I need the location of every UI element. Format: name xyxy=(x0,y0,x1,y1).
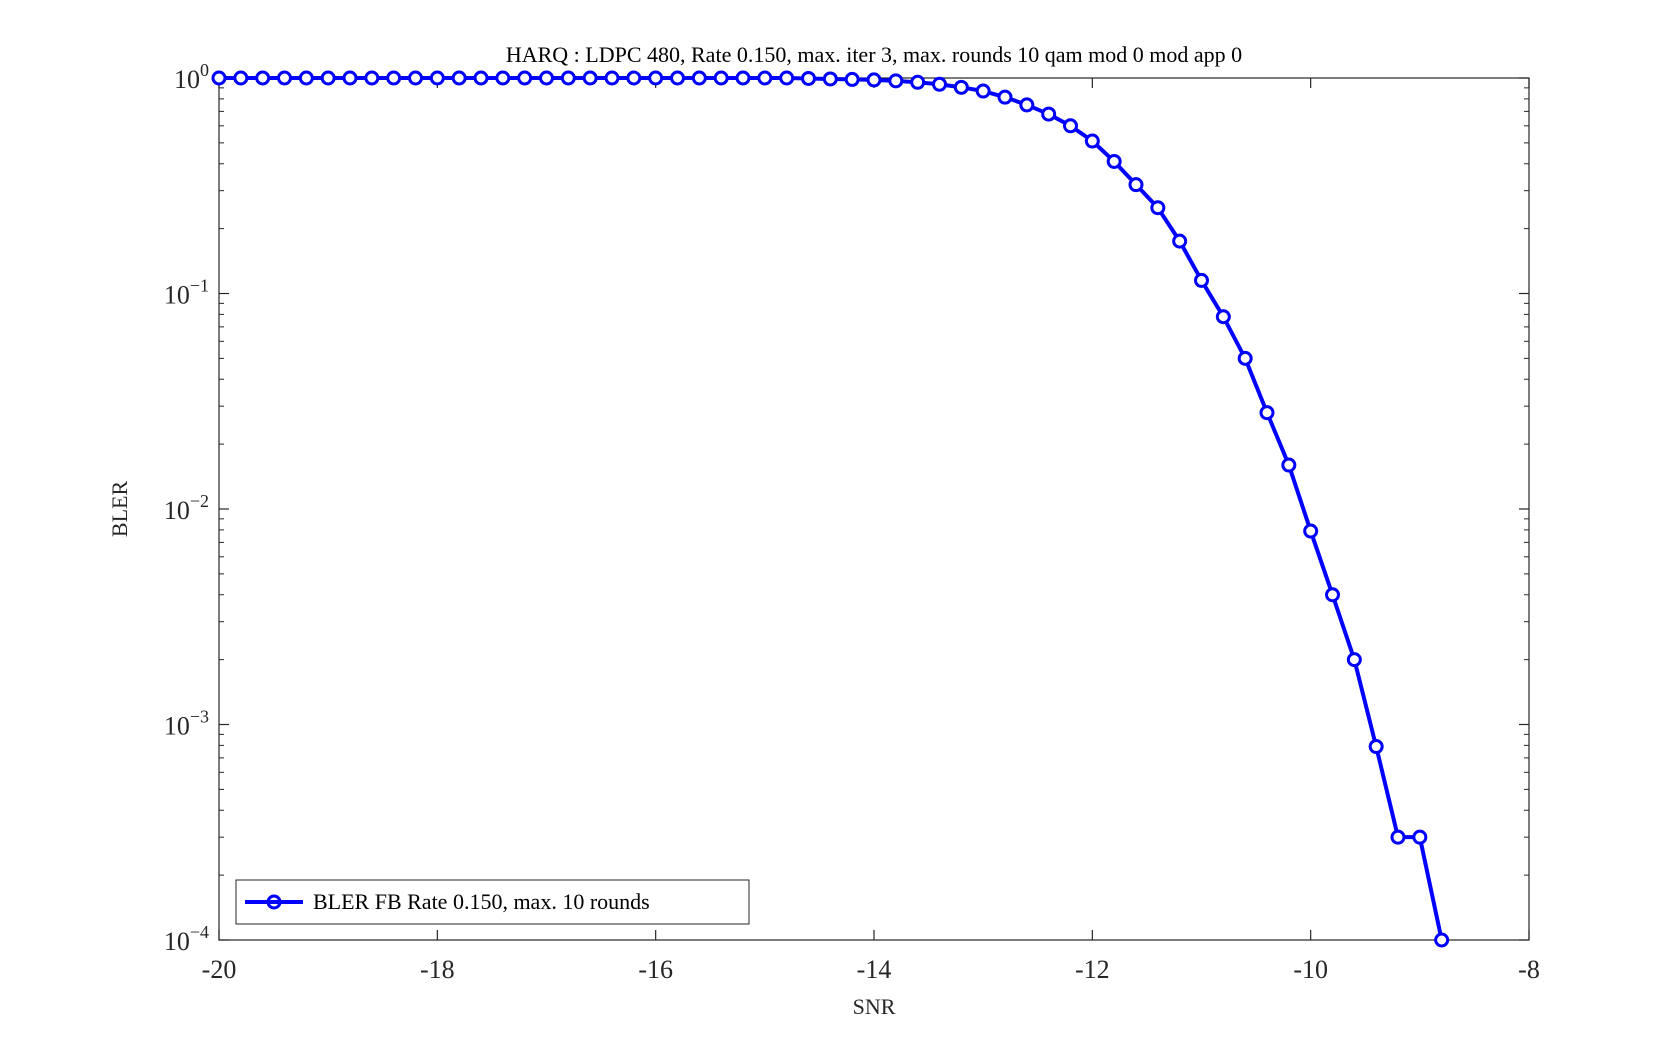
data-point xyxy=(429,70,445,86)
data-point xyxy=(975,83,991,99)
data-point xyxy=(473,70,489,86)
data-point xyxy=(1325,587,1340,603)
data-point xyxy=(560,70,576,86)
data-point xyxy=(1041,106,1057,122)
data-point xyxy=(1194,272,1209,288)
data-point xyxy=(1084,133,1100,149)
data-point xyxy=(822,71,838,87)
legend-entry-label: BLER FB Rate 0.150, max. 10 rounds xyxy=(313,889,650,914)
x-tick-labels: -20 -18 -16 -14 -12 -10 -8 xyxy=(202,955,1540,984)
x-tick-label: -14 xyxy=(857,955,892,984)
data-point xyxy=(1390,829,1406,845)
data-point xyxy=(233,70,249,86)
data-point xyxy=(844,71,860,87)
data-point xyxy=(342,70,358,86)
y-tick-label: 10−1 xyxy=(164,276,209,310)
plot-area xyxy=(218,77,1530,941)
data-point xyxy=(539,70,554,86)
data-point xyxy=(997,89,1013,105)
data-point xyxy=(1237,350,1253,366)
data-point xyxy=(648,70,664,86)
data-point xyxy=(1259,405,1275,421)
data-point xyxy=(1215,309,1231,325)
data-point xyxy=(298,70,314,86)
data-point xyxy=(320,70,336,86)
data-point xyxy=(517,70,533,86)
data-point xyxy=(801,70,816,86)
legend: BLER FB Rate 0.150, max. 10 rounds xyxy=(235,879,750,925)
data-point xyxy=(582,70,598,86)
data-point xyxy=(1368,739,1384,755)
data-point xyxy=(910,74,926,90)
data-point xyxy=(713,70,729,86)
y-tick-label: 10−4 xyxy=(164,922,209,956)
legend-box xyxy=(235,879,750,925)
data-point xyxy=(1106,153,1122,169)
y-tick-label: 10−2 xyxy=(164,491,209,525)
data-point xyxy=(888,73,904,89)
y-tick-label: 100 xyxy=(174,60,209,94)
data-point xyxy=(932,76,947,92)
y-tick-labels: 10−4 10−3 10−2 10−1 100 xyxy=(164,60,209,956)
data-point xyxy=(670,70,685,86)
data-point xyxy=(386,70,402,86)
data-point xyxy=(1303,523,1319,539)
series-layer xyxy=(211,70,1450,948)
data-point xyxy=(1412,829,1428,845)
data-point xyxy=(451,70,467,86)
data-point xyxy=(1150,200,1166,216)
data-point xyxy=(255,70,271,86)
data-point xyxy=(691,70,707,86)
plot-border xyxy=(218,77,1530,941)
data-point xyxy=(495,70,511,86)
data-point xyxy=(1346,652,1362,668)
x-axis-label: SNR xyxy=(853,994,896,1019)
data-point xyxy=(211,70,227,86)
x-tick-label: -20 xyxy=(202,955,237,984)
data-point xyxy=(364,70,380,86)
x-tick-label: -8 xyxy=(1518,955,1540,984)
y-axis-label: BLER xyxy=(107,481,132,538)
data-point xyxy=(757,70,773,86)
data-point xyxy=(779,70,795,86)
x-tick-label: -10 xyxy=(1293,955,1328,984)
x-tick-label: -16 xyxy=(638,955,673,984)
legend-marker-sample xyxy=(266,894,282,910)
data-point xyxy=(1128,177,1144,193)
data-point xyxy=(1063,118,1078,134)
y-tick-label: 10−3 xyxy=(164,707,209,741)
data-point xyxy=(1172,233,1188,249)
x-tick-label: -18 xyxy=(420,955,455,984)
data-point xyxy=(1281,457,1297,473)
data-point xyxy=(1434,932,1450,948)
data-point xyxy=(604,70,620,86)
x-tick-label: -12 xyxy=(1075,955,1110,984)
data-point xyxy=(953,79,969,95)
data-point xyxy=(1019,97,1035,113)
chart-title: HARQ : LDPC 480, Rate 0.150, max. iter 3… xyxy=(506,42,1242,67)
data-point xyxy=(277,70,292,86)
data-point xyxy=(866,72,882,88)
data-point xyxy=(408,70,423,86)
data-point xyxy=(626,70,642,86)
data-point xyxy=(735,70,751,86)
